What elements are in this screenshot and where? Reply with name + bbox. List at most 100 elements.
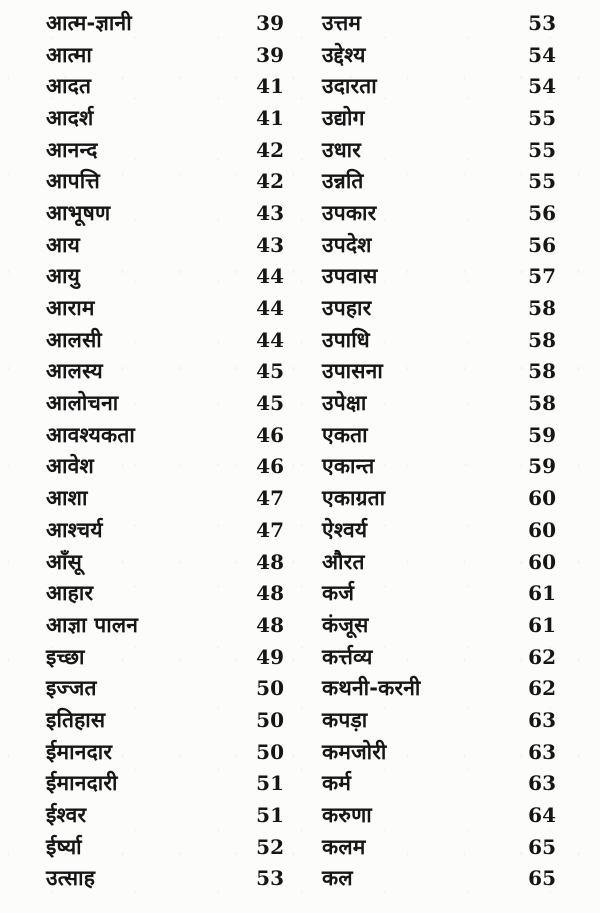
index-term: उत्साह [46,866,96,891]
index-page-number: 53 [256,866,284,891]
index-term: इतिहास [46,707,106,732]
index-term: एकाग्रता [322,486,386,511]
index-row: कल 65 [322,863,556,895]
index-term: आँसू [46,549,83,574]
index-term: आत्म-ज्ञानी [46,10,132,35]
index-row: कर्ज 61 [322,577,556,609]
index-page-number: 44 [256,296,284,321]
index-page-number: 60 [528,486,556,511]
index-row: आराम 44 [46,292,284,324]
index-row: कर्त्तव्य 62 [322,641,556,673]
index-term: कमजोरी [322,739,387,764]
index-row: आदर्श 41 [46,102,284,134]
index-column-right: उत्तम 53 उद्देश्य 54 उदारता 54 उद्योग 55 उधार 55 उ… [322,7,556,894]
index-page-number: 50 [256,739,284,764]
index-page-number: 48 [256,612,284,637]
index-page-number: 60 [528,517,556,542]
index-term: आदत [46,74,92,99]
index-row: कलम 65 [322,831,556,863]
index-term: औरत [322,549,365,574]
index-term: इज्जत [46,676,97,701]
index-row: ईश्वर 51 [46,799,284,831]
index-row: आय 43 [46,229,284,261]
index-term: उपेक्षा [322,391,367,416]
index-row: उत्तम 53 [322,7,556,39]
index-page-number: 44 [256,327,284,352]
index-row: उपकार 56 [322,197,556,229]
index-row: आत्म-ज्ञानी 39 [46,7,284,39]
index-term: करुणा [322,803,372,828]
index-term: आवेश [46,454,95,479]
index-row: आवश्यकता 46 [46,419,284,451]
index-page-number: 47 [256,486,284,511]
index-page-number: 56 [528,232,556,257]
index-page-number: 44 [256,264,284,289]
index-row: कपड़ा 63 [322,704,556,736]
index-term: आभूषण [46,200,111,225]
index-row: उधार 55 [322,134,556,166]
index-term: उपकार [322,200,377,225]
index-page-number: 54 [528,42,556,67]
index-page-number: 54 [528,74,556,99]
index-row: उपदेश 56 [322,229,556,261]
index-page-number: 41 [256,74,284,99]
index-page-number: 46 [256,422,284,447]
index-term: कल [322,866,353,891]
index-term: एकता [322,422,368,447]
index-page-number: 57 [528,264,556,289]
index-term: उद्योग [322,105,365,130]
index-term: उद्देश्य [322,42,366,67]
index-row: आदत 41 [46,70,284,102]
index-term: आनन्द [46,137,98,162]
index-row: आश्चर्य 47 [46,514,284,546]
index-page-number: 58 [528,359,556,384]
index-row: एकान्त 59 [322,451,556,483]
index-term: आयु [46,264,81,289]
index-page-number: 52 [256,834,284,859]
index-term: आहार [46,581,94,606]
index-term: उपाधि [322,327,370,352]
index-term: उपदेश [322,232,372,257]
index-row: उपाधि 58 [322,324,556,356]
index-page-number: 63 [528,739,556,764]
index-row: ईमानदार 50 [46,736,284,768]
index-row: आहार 48 [46,577,284,609]
index-term: कलम [322,834,366,859]
index-row: आँसू 48 [46,546,284,578]
index-term: आज्ञा पालन [46,612,139,637]
index-page-number: 56 [528,200,556,225]
index-page-number: 39 [256,42,284,67]
index-page-number: 59 [528,454,556,479]
index-row: इतिहास 50 [46,704,284,736]
index-page-number: 43 [256,200,284,225]
index-page-number: 64 [528,803,556,828]
index-term: आराम [46,296,95,321]
index-term: उधार [322,137,362,162]
index-row: आलसी 44 [46,324,284,356]
index-term: कर्त्तव्य [322,644,373,669]
index-term: आशा [46,486,88,511]
index-term: ईमानदार [46,739,113,764]
index-term: आदर्श [46,105,94,130]
index-row: ऐश्वर्य 60 [322,514,556,546]
index-page-number: 50 [256,707,284,732]
index-row: औरत 60 [322,546,556,578]
index-row: ईर्ष्या 52 [46,831,284,863]
index-row: आलोचना 45 [46,387,284,419]
index-row: उदारता 54 [322,70,556,102]
index-page-number: 53 [528,10,556,35]
index-page-number: 45 [256,391,284,416]
index-row: आशा 47 [46,482,284,514]
index-term: उदारता [322,74,377,99]
index-page-number: 59 [528,422,556,447]
index-term: ईश्वर [46,803,87,828]
index-page-number: 41 [256,105,284,130]
index-page-number: 61 [528,581,556,606]
index-term: आलोचना [46,391,119,416]
index-page-number: 50 [256,676,284,701]
index-page-number: 42 [256,169,284,194]
index-term: ऐश्वर्य [322,517,368,542]
index-row: एकाग्रता 60 [322,482,556,514]
index-row: आत्मा 39 [46,39,284,71]
